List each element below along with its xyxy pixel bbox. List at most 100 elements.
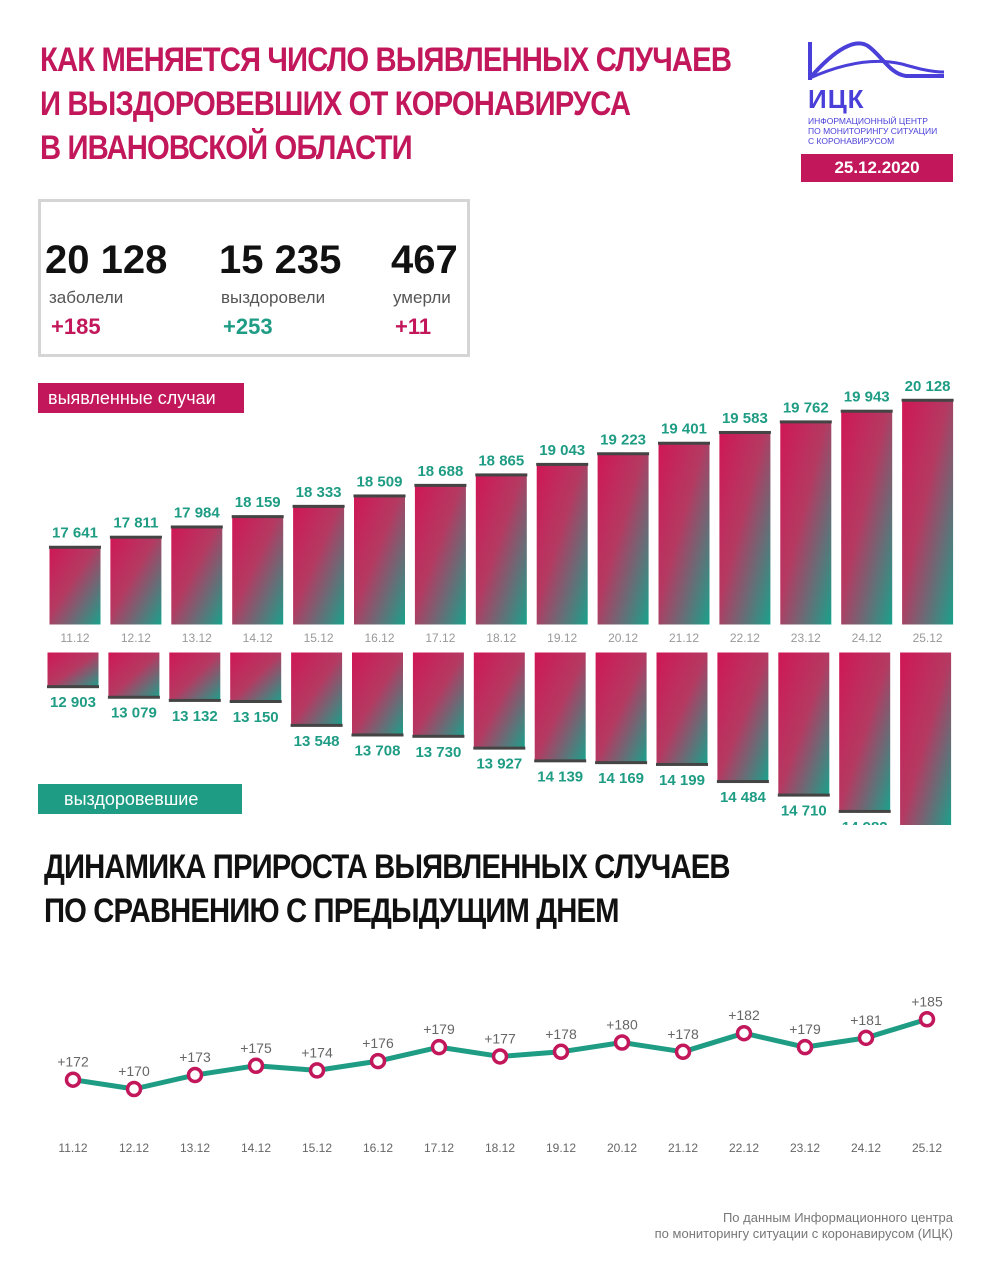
bar-detected-cap — [353, 494, 406, 498]
tag-recovered: выздоровевшие — [38, 784, 242, 814]
bar-detected-cap — [718, 430, 771, 434]
title-line: И ВЫЗДОРОВЕВШИХ ОТ КОРОНАВИРУСА — [40, 85, 631, 123]
line-category-label: 22.12 — [729, 1141, 759, 1155]
bar-recovered-cap — [838, 809, 891, 813]
bar-recovered-label: 13 708 — [355, 742, 401, 759]
line-category-label: 18.12 — [485, 1141, 515, 1155]
footer-line: По данным Информационного центра — [722, 1210, 953, 1225]
bar-detected-label: 19 401 — [661, 421, 707, 438]
stat-deaths: 467 умерли +11 — [391, 202, 458, 340]
bar-detected-cap — [779, 420, 832, 424]
bar-recovered — [472, 651, 526, 751]
line-point — [369, 1052, 387, 1070]
stat-label: заболели — [49, 288, 124, 307]
bar-detected — [353, 493, 406, 626]
bar-category-label: 16.12 — [364, 631, 394, 645]
bar-detected — [535, 462, 589, 626]
bar-detected — [779, 419, 833, 626]
bar-recovered-label: 14 484 — [720, 789, 767, 806]
bar-detected-label: 19 762 — [783, 399, 829, 416]
bar-recovered-cap — [656, 762, 708, 766]
stat-label: умерли — [393, 288, 451, 307]
bar-recovered-label: 12 903 — [50, 694, 96, 711]
line-category-label: 15.12 — [302, 1141, 332, 1155]
line-category-label: 19.12 — [546, 1141, 576, 1155]
bar-detected-cap — [475, 473, 528, 477]
bar-recovered-label: 13 150 — [233, 709, 279, 726]
logo-wave-icon — [808, 41, 945, 80]
bar-recovered-cap — [107, 695, 160, 699]
stat-recovered: 15 235 выздоровели +253 — [219, 202, 341, 340]
line-category-label: 17.12 — [424, 1141, 454, 1155]
bar-detected-label: 18 509 — [357, 473, 403, 490]
bar-recovered-label: 13 927 — [476, 756, 522, 773]
line-point-label: +173 — [179, 1049, 211, 1065]
bar-recovered-cap — [716, 780, 769, 784]
bar-detected — [840, 409, 894, 626]
bar-category-label: 14.12 — [243, 631, 273, 645]
bar-category-label: 17.12 — [425, 631, 455, 645]
line-category-label: 11.12 — [58, 1141, 87, 1155]
dynamics-title-line: ДИНАМИКА ПРИРОСТА ВЫЯВЛЕННЫХ СЛУЧАЕВ — [44, 848, 731, 886]
line-point — [125, 1080, 143, 1098]
bar-recovered — [46, 651, 100, 689]
bar-category-label: 18.12 — [486, 631, 516, 645]
date-badge: 25.12.2020 — [801, 154, 953, 182]
bar-recovered-label: 13 079 — [111, 705, 157, 722]
bar-recovered-cap — [595, 761, 648, 765]
bar-detected — [48, 545, 102, 626]
bar-recovered — [899, 651, 953, 825]
line-category-label: 21.12 — [668, 1141, 698, 1155]
bar-detected-label: 17 984 — [174, 504, 221, 521]
bar-recovered-label: 14 982 — [842, 819, 888, 825]
bar-detected-cap — [658, 441, 710, 445]
bar-detected — [292, 504, 346, 626]
line-point-label: +172 — [57, 1054, 89, 1070]
bar-recovered — [290, 651, 344, 728]
bar-recovered-label: 14 169 — [598, 770, 644, 787]
bar-category-label: 25.12 — [913, 631, 943, 645]
line-point-label: +181 — [850, 1012, 882, 1028]
bar-category-label: 22.12 — [730, 631, 760, 645]
bar-recovered — [838, 651, 892, 814]
bar-detected-cap — [901, 398, 954, 402]
bar-recovered — [351, 651, 404, 737]
line-category-label: 16.12 — [363, 1141, 393, 1155]
bar-detected — [413, 483, 467, 626]
bar-recovered — [777, 651, 831, 798]
line-point-label: +182 — [728, 1007, 760, 1023]
bar-detected-cap — [231, 515, 284, 519]
bar-recovered-label: 13 132 — [172, 708, 218, 725]
bar-detected — [231, 514, 285, 626]
bar-recovered-cap — [47, 685, 99, 689]
footer-line: по мониторингу ситуации с коронавирусом … — [654, 1226, 953, 1241]
bar-detected-cap — [597, 452, 650, 456]
bar-category-label: 11.12 — [60, 631, 89, 645]
bar-detected — [170, 524, 224, 626]
bar-detected-cap — [170, 525, 223, 529]
title-line: КАК МЕНЯЕТСЯ ЧИСЛО ВЫЯВЛЕННЫХ СЛУЧАЕВ — [40, 41, 732, 79]
line-chart: +172 11.12 +170 12.12 +173 13.12 +175 14.12 +174… — [57, 993, 943, 1155]
bar-detected-cap — [536, 462, 589, 466]
bar-recovered-cap — [229, 700, 282, 703]
bar-recovered-label: 14 139 — [537, 768, 583, 785]
line-point-label: +176 — [362, 1035, 394, 1051]
bar-recovered-label: 13 730 — [415, 744, 461, 761]
bar-recovered-cap — [412, 734, 465, 738]
stat-value: 15 235 — [219, 238, 342, 282]
bar-recovered-cap — [473, 746, 526, 750]
bar-recovered — [533, 651, 587, 763]
line-point-label: +174 — [301, 1044, 333, 1060]
bar-recovered-cap — [351, 733, 404, 737]
bar-category-label: 13.12 — [182, 631, 212, 645]
line-point-label: +177 — [484, 1030, 516, 1046]
bar-detected-label: 17 811 — [113, 515, 158, 532]
line-point — [64, 1071, 82, 1088]
line-point — [186, 1066, 204, 1084]
bar-detected-label: 19 043 — [539, 442, 585, 459]
bar-detected — [474, 472, 528, 626]
logo-subtitle: ИНФОРМАЦИОННЫЙ ЦЕНТР ПО МОНИТОРИНГУ СИТУ… — [808, 116, 968, 146]
bar-category-label: 12.12 — [121, 631, 151, 645]
line-category-label: 20.12 — [607, 1141, 637, 1155]
bar-category-label: 20.12 — [608, 631, 638, 645]
